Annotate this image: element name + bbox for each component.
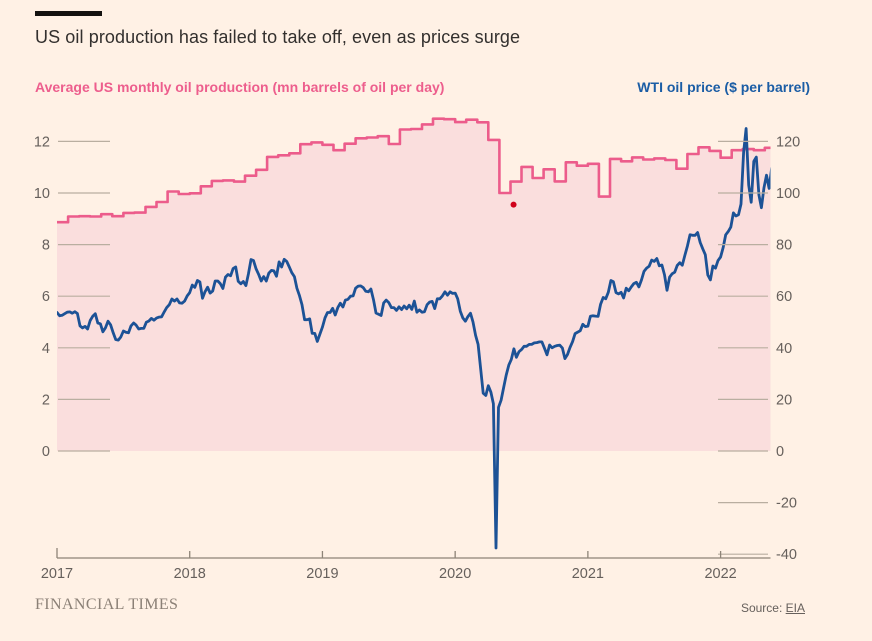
right-axis-tick-label: -40: [776, 547, 797, 563]
left-axis-tick-label: 4: [42, 341, 50, 357]
x-axis-tick-label: 2022: [704, 566, 736, 582]
source-note: Source: EIA: [741, 601, 805, 615]
chart-title: US oil production has failed to take off…: [35, 27, 521, 47]
right-axis-tick-label: -20: [776, 496, 797, 512]
left-axis-tick-label: 2: [42, 392, 50, 408]
right-axis-tick-label: 100: [776, 186, 800, 202]
x-axis-tick-label: 2021: [572, 566, 604, 582]
source-prefix: Source:: [740, 601, 786, 615]
legend-price-label: WTI oil price ($ per barrel): [637, 79, 810, 95]
x-axis-tick-label: 2018: [174, 566, 206, 582]
x-axis-tick-label: 2019: [306, 566, 338, 582]
production-step-line: [57, 117, 771, 224]
plot-area: [57, 117, 771, 550]
wti-price-line: [57, 127, 771, 550]
source-link-eia[interactable]: EIA: [785, 601, 805, 615]
production-area-fill: [57, 118, 771, 451]
title-accent-bar: [35, 11, 102, 16]
x-axis-tick-label: 2020: [439, 566, 471, 582]
right-axis-tick-label: 20: [776, 392, 792, 408]
x-axis-tick-label: 2017: [41, 566, 73, 582]
right-axis-tick-label: 40: [776, 341, 792, 357]
left-axis-tick-label: 12: [34, 134, 50, 150]
legend-production-label: Average US monthly oil production (mn ba…: [35, 79, 445, 95]
right-axis-tick-label: 0: [776, 444, 784, 460]
financial-times-logo: FINANCIAL TIMES: [35, 596, 179, 613]
left-axis-tick-label: 6: [42, 289, 50, 305]
left-axis-tick-label: 8: [42, 238, 50, 254]
right-axis-tick-label: 60: [776, 289, 792, 305]
left-axis-tick-label: 0: [42, 444, 50, 460]
right-axis-tick-label: 120: [776, 134, 800, 150]
right-axis-tick-label: 80: [776, 238, 792, 254]
annotation-dot: [510, 201, 517, 208]
left-axis-tick-label: 10: [34, 186, 50, 202]
